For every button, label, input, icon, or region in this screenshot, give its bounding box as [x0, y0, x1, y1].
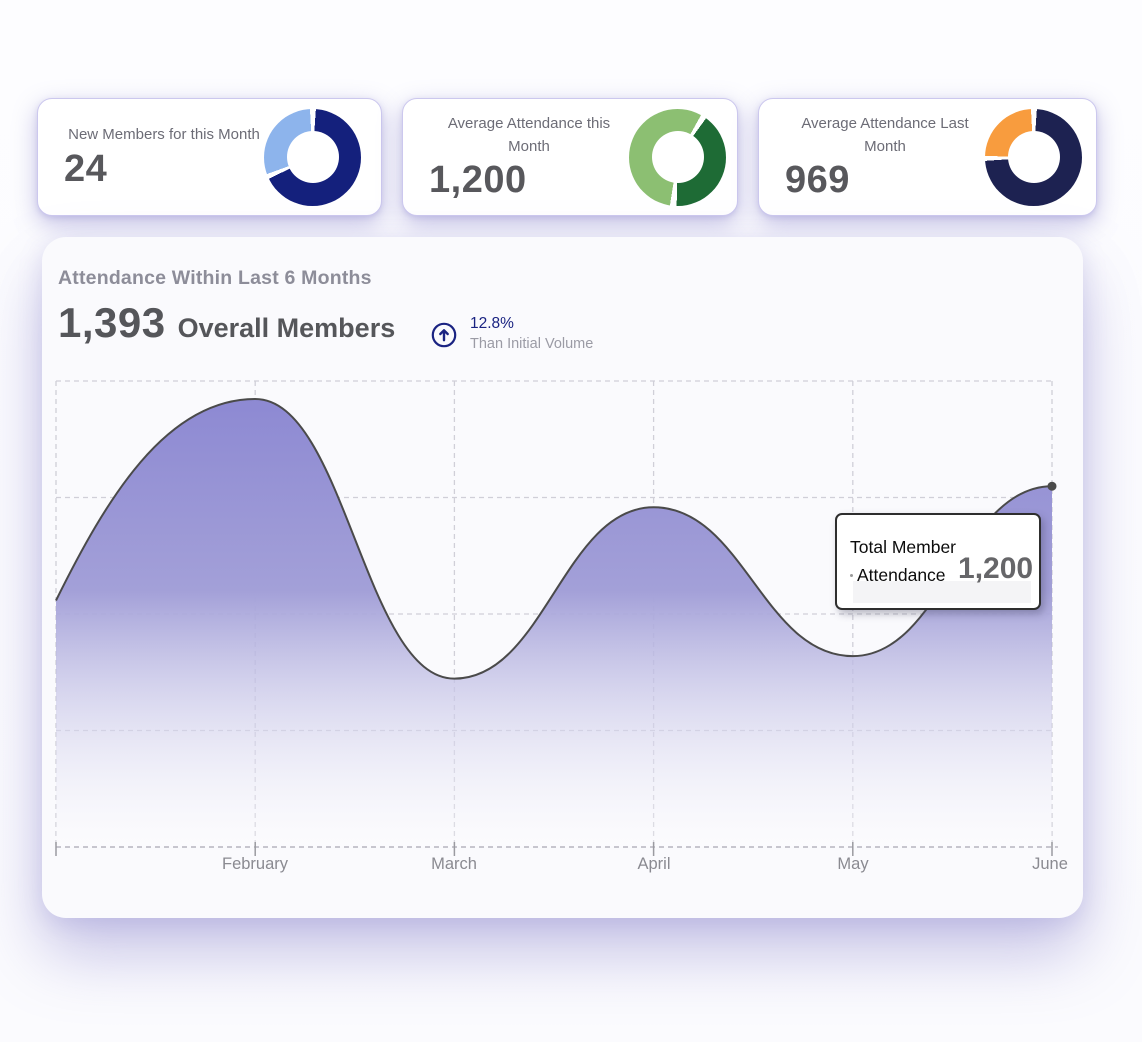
stat-card-value: 969: [785, 159, 850, 202]
stat-card-label: New Members for this Month: [68, 126, 260, 144]
stat-card-avg-attendance-last-month: Average Attendance Last Month 969: [758, 98, 1097, 216]
arrow-up-circle-icon: [431, 322, 457, 348]
growth-caption: Than Initial Volume: [470, 336, 594, 352]
stat-card-value: 1,200: [429, 159, 527, 202]
overall-members-value: 1,393: [58, 299, 166, 346]
x-tick-february: February: [221, 855, 289, 873]
x-axis-labels: February March April May June: [42, 855, 1083, 879]
stat-card-text: New Members for this Month 24: [64, 123, 264, 190]
x-tick-april: April: [637, 855, 671, 873]
stat-card-new-members: New Members for this Month 24: [37, 98, 382, 216]
overall-members-summary: 1,393 Overall Members: [58, 299, 395, 347]
stat-cards-row: New Members for this Month 24 Average At…: [37, 98, 1097, 216]
donut-chart-new-members: [264, 108, 361, 206]
attendance-chart-card: Attendance Within Last 6 Months 1,393 Ov…: [42, 237, 1083, 918]
tooltip-label: Total Member Attendance: [850, 537, 957, 585]
overall-members-label: Overall Members: [177, 313, 396, 343]
x-tick-march: March: [431, 855, 477, 873]
chart-tooltip: Total Member Attendance 1,200: [835, 513, 1041, 610]
x-tick-june: June: [1032, 855, 1068, 873]
donut-chart-avg-attendance-last-month: [985, 108, 1082, 206]
stat-card-avg-attendance-this-month: Average Attendance this Month 1,200: [402, 98, 738, 216]
donut-chart-avg-attendance-this-month: [629, 108, 726, 206]
stat-card-label: Average Attendance this Month: [447, 114, 611, 155]
stat-card-text: Average Attendance Last Month 969: [785, 112, 985, 203]
stat-card-text: Average Attendance this Month 1,200: [429, 112, 629, 203]
stat-card-value: 24: [64, 147, 108, 190]
growth-percent: 12.8%: [470, 315, 514, 332]
growth-text: 12.8% Than Initial Volume: [470, 315, 593, 352]
series-bullet-icon: [850, 574, 853, 578]
x-tick-may: May: [837, 855, 869, 873]
growth-indicator: 12.8% Than Initial Volume: [430, 315, 593, 352]
chart-title: Attendance Within Last 6 Months: [58, 267, 372, 289]
attendance-area-chart[interactable]: [42, 237, 1083, 918]
stat-card-label: Average Attendance Last Month: [801, 114, 969, 155]
tooltip-value: 1,200: [958, 551, 1034, 585]
